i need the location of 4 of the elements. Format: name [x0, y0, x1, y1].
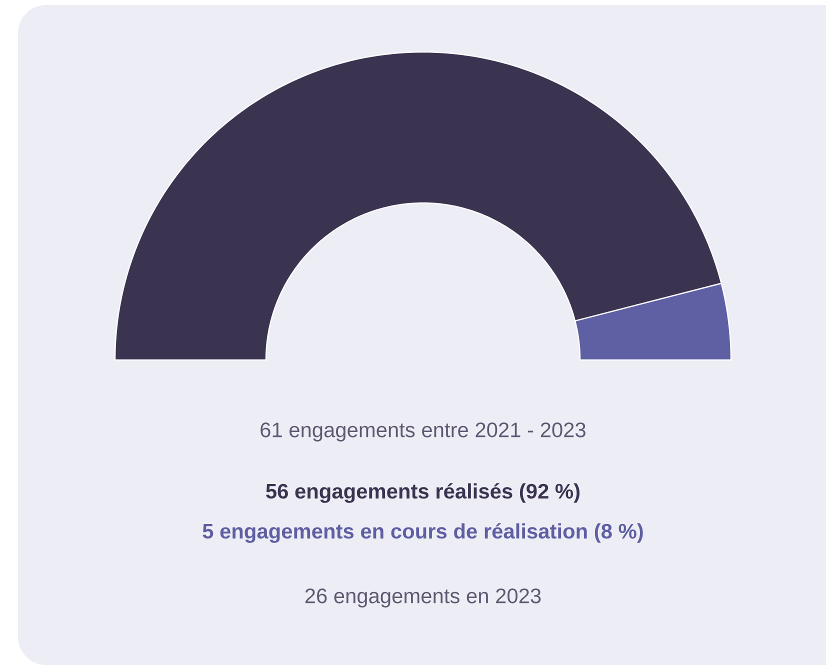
text: 26 engagements en 2023 [305, 588, 541, 608]
text: 61 engagements entre 2021 - 2023 [260, 422, 586, 442]
text: 56 engagements réalisés (92 %) [266, 483, 580, 503]
text: 5 engagements en cours de réalisation (8 %) [202, 523, 643, 543]
